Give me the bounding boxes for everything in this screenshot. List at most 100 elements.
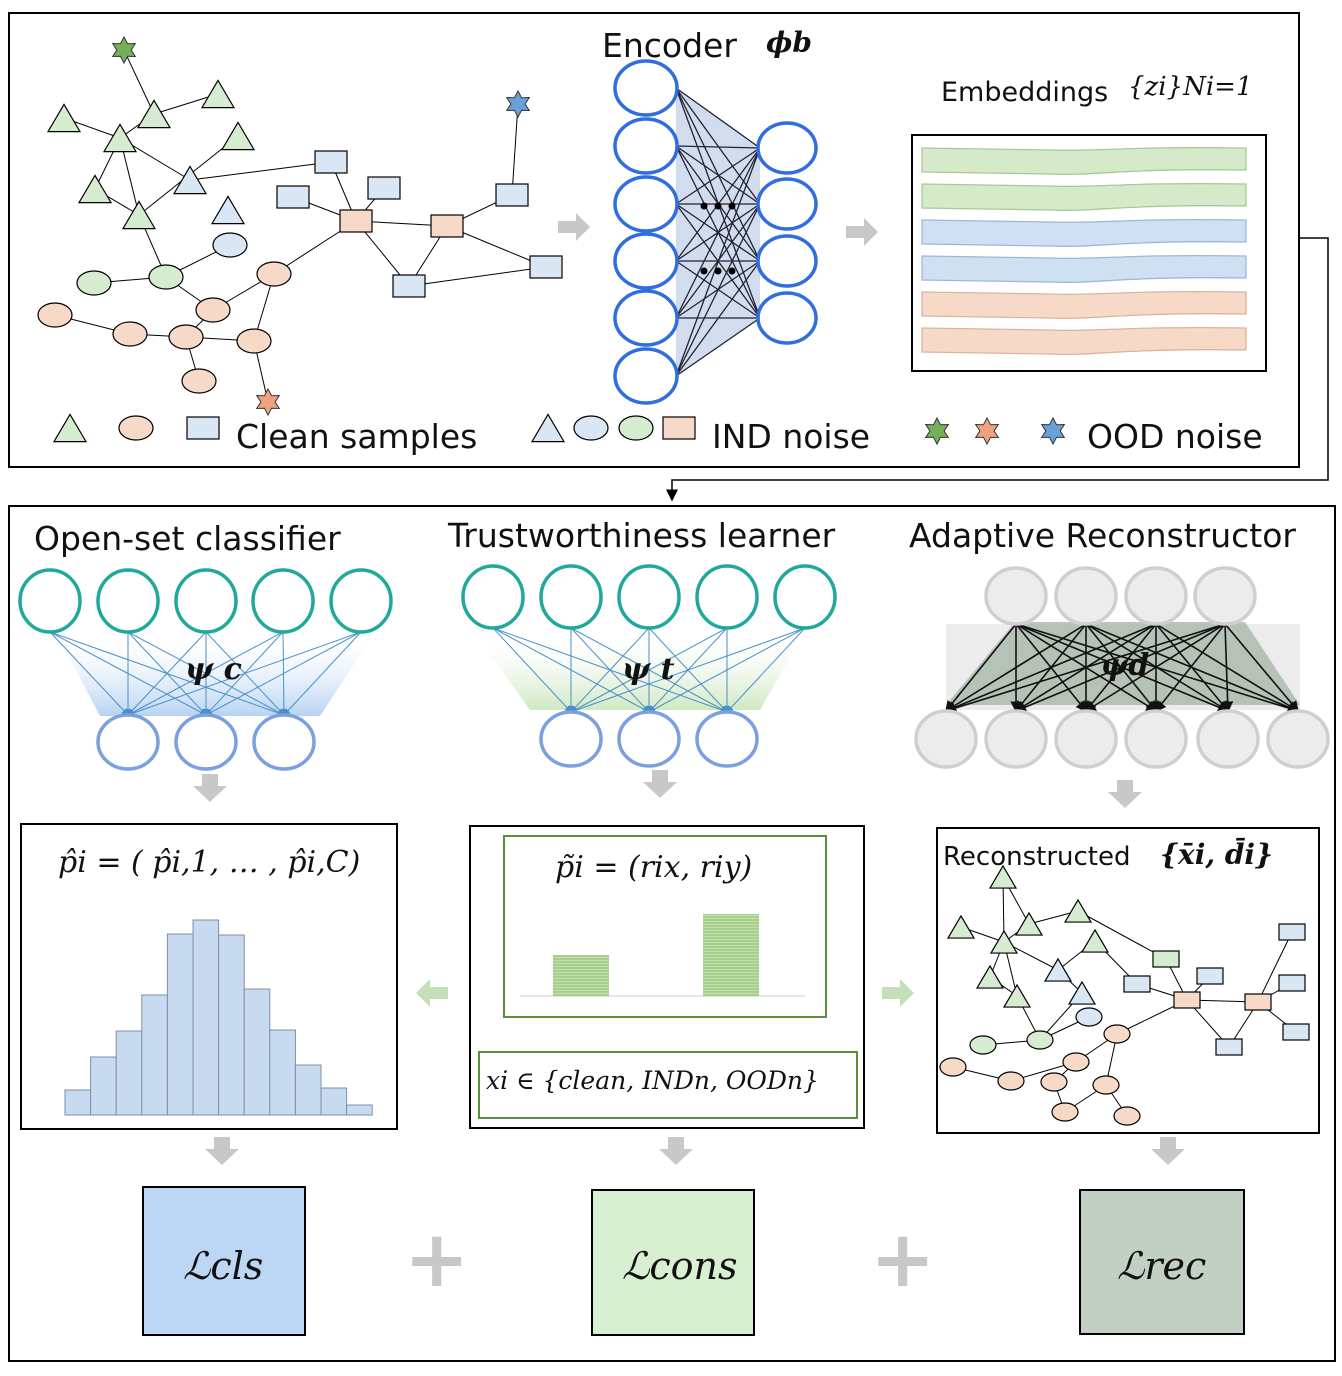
reconstructed-circle-node	[1062, 1052, 1090, 1072]
network-connection	[726, 627, 806, 713]
ood-star-node	[505, 89, 531, 119]
network-input-node	[18, 568, 82, 634]
graph-edge	[123, 49, 155, 115]
circle-node	[181, 368, 217, 394]
encoder-connection	[675, 203, 761, 377]
network-connection	[1014, 623, 1226, 713]
arrow-to-loss-cons	[659, 1137, 693, 1165]
embedding-vector	[921, 254, 1247, 283]
encoder-output-node	[756, 121, 818, 175]
classifier-network	[18, 568, 393, 771]
triangle-node	[172, 165, 208, 195]
network-connection	[570, 627, 806, 714]
loss-cls-label: ℒcls	[183, 1244, 264, 1288]
network-output-node	[914, 709, 978, 769]
encoder-symbol: ϕb	[766, 26, 812, 59]
encoder-input-node	[613, 232, 679, 290]
embedding-vector	[921, 146, 1247, 175]
embedding-vectors	[921, 146, 1247, 355]
arrow-reconstructor-down	[1108, 780, 1142, 808]
loss-cons-label: ℒcons	[622, 1244, 738, 1288]
network-output-node	[174, 713, 238, 771]
embeddings-label: Embeddings	[941, 77, 1109, 108]
circle-node	[212, 232, 248, 258]
flow-arrows	[193, 213, 1185, 1165]
reconstructed-square-node	[1244, 993, 1272, 1011]
network-input-node	[773, 564, 837, 630]
plus-sign-1: +	[404, 1215, 470, 1305]
learner-title: Trustworthiness learner	[448, 516, 836, 555]
circle-node	[112, 321, 148, 347]
reconstructed-square-node	[1282, 1023, 1310, 1041]
network-connection	[570, 627, 650, 713]
encoder-input-node	[613, 175, 679, 233]
network-output-node	[1196, 709, 1260, 769]
network-output-node	[539, 710, 603, 768]
ood-star-node	[255, 387, 281, 417]
reconstructed-label: Reconstructed	[943, 842, 1131, 872]
histogram-bar	[346, 1104, 373, 1116]
network-connection	[944, 623, 1226, 714]
network-connection	[49, 631, 129, 716]
legend-ind-triangle	[530, 413, 566, 443]
network-connection	[492, 627, 572, 713]
reconstructed-triangle-node	[975, 964, 1005, 989]
square-node	[495, 183, 529, 207]
legend-ind-square	[662, 416, 696, 440]
reconstructed-triangle-node	[1043, 957, 1073, 982]
top-panel-frame	[8, 12, 1300, 468]
triangle-node	[46, 103, 82, 133]
reconstructed-circle-node	[1113, 1106, 1141, 1126]
reconstructed-edge	[1077, 910, 1167, 960]
encoder-label: Encoder	[602, 26, 737, 65]
square-node	[367, 176, 401, 200]
encoder-input-node	[613, 59, 679, 117]
network-input-node	[251, 568, 315, 634]
reconstructed-circle-node	[997, 1071, 1025, 1091]
embedding-vector	[921, 182, 1247, 211]
panel-connector-arrow	[666, 237, 1329, 502]
legend-clean-triangle	[52, 413, 88, 443]
legend-ind-circle-blue	[573, 415, 609, 441]
reconstructed-circle-node	[1103, 1024, 1131, 1044]
reconstructed-square-node	[1196, 967, 1224, 985]
arrow-to-loss-rec	[1151, 1137, 1185, 1165]
reconstructed-circle-node	[939, 1057, 967, 1077]
legend-ood-star-blue	[1040, 416, 1066, 446]
reconstructed-circle-node	[1026, 1030, 1054, 1050]
square-node	[392, 274, 426, 298]
square-node	[276, 185, 310, 209]
network-connection	[570, 627, 728, 713]
network-output-node	[1124, 709, 1188, 769]
sample-type-box	[478, 1051, 858, 1119]
loss-cons-box	[591, 1189, 755, 1336]
sample-formula: xi ∈ {clean, INDn, OODn}	[486, 1066, 819, 1095]
classifier-formula: p̂i = ( p̂i,1, … , p̂i,C)	[58, 845, 361, 880]
legend-ind-circle-green	[618, 415, 654, 441]
reconstructed-circle-node	[969, 1035, 997, 1055]
encoder-ellipsis-dot	[700, 202, 708, 210]
triangle-node	[102, 123, 138, 153]
encoder-connection	[675, 317, 761, 377]
network-input-node	[329, 568, 393, 634]
network-input-node	[1193, 566, 1257, 626]
network-connection	[1222, 623, 1234, 713]
legend-clean-circle	[118, 415, 154, 441]
encoder-ellipsis-dot	[728, 267, 736, 275]
graph-edge	[408, 266, 547, 287]
square-node	[529, 255, 563, 279]
classifier-title: Open-set classifier	[34, 519, 341, 558]
histogram-bar	[64, 1089, 92, 1116]
legend-clean-label: Clean samples	[236, 417, 478, 456]
learner-network	[461, 564, 837, 768]
circle-node	[148, 264, 184, 290]
square-node	[430, 214, 464, 238]
reconstructed-circle-node	[1075, 1007, 1103, 1027]
arrow-learner-to-reconstructor	[882, 979, 914, 1007]
encoder-connection	[675, 145, 761, 149]
input-graph-nodes	[37, 35, 563, 417]
probability-histogram	[64, 919, 373, 1116]
reconstructed-triangle-node	[1067, 980, 1097, 1005]
